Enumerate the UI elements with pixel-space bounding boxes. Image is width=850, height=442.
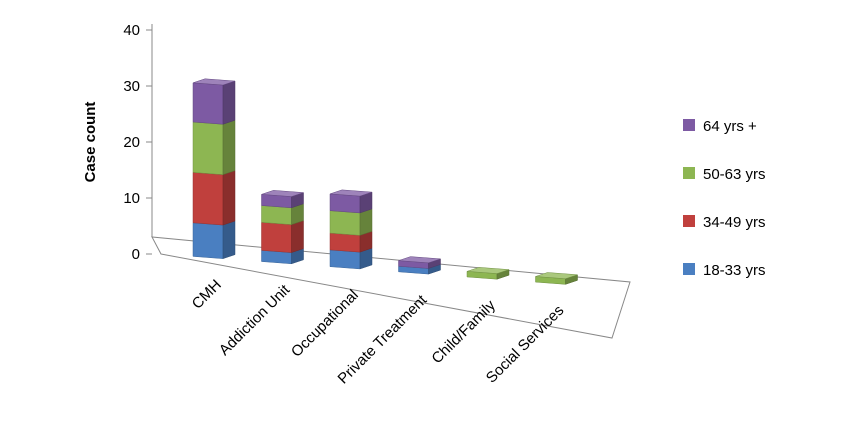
y-tick-labels: 0 10 20 30 40	[123, 22, 152, 263]
bar-front-face	[329, 232, 361, 253]
category-label: Addiction Unit	[216, 281, 294, 359]
y-tick-label: 10	[123, 190, 140, 207]
bar-side-face	[222, 220, 236, 259]
bar-top-face	[398, 256, 441, 264]
bar-top-face	[466, 267, 510, 274]
bar-segment	[192, 78, 236, 125]
legend-label: 64 yrs +	[703, 118, 757, 135]
category-label: Child/Family	[428, 297, 499, 368]
chart-legend: 64 yrs + 50-63 yrs 34-49 yrs 18-33 yrs	[683, 118, 766, 279]
y-tick-label: 40	[123, 22, 140, 39]
bar-segment	[261, 190, 304, 209]
legend-swatch	[683, 215, 695, 227]
bar-segment	[192, 218, 236, 259]
bar-side-face	[291, 220, 304, 253]
y-axis-label: Case count	[82, 102, 99, 183]
chart-axes	[151, 24, 631, 339]
bar-front-face	[261, 222, 292, 253]
legend-label: 18-33 yrs	[703, 262, 766, 279]
bar-segment	[535, 272, 578, 285]
bar-segment	[192, 168, 236, 226]
bar-front-face	[192, 172, 224, 226]
bar-front-face	[261, 205, 292, 225]
bar-front-face	[192, 82, 224, 125]
bar-segment	[398, 256, 441, 269]
chart-bars	[192, 78, 578, 285]
category-label: CMH	[189, 276, 225, 312]
category-label: Occupational	[288, 287, 362, 361]
bar-front-face	[192, 222, 224, 259]
bar-top-face	[261, 190, 304, 197]
bar-side-face	[222, 119, 236, 175]
bar-front-face	[329, 193, 361, 214]
legend-item: 64 yrs +	[683, 118, 757, 135]
legend-item: 18-33 yrs	[683, 262, 766, 279]
bar-segment	[466, 267, 510, 280]
legend-label: 50-63 yrs	[703, 166, 766, 183]
bar-top-face	[329, 189, 373, 197]
legend-swatch	[683, 167, 695, 179]
bar-side-face	[222, 80, 236, 125]
legend-swatch	[683, 119, 695, 131]
bar-front-face	[192, 121, 224, 175]
y-tick-label: 30	[123, 78, 140, 95]
legend-item: 34-49 yrs	[683, 214, 766, 231]
legend-label: 34-49 yrs	[703, 214, 766, 231]
bar-segment	[329, 189, 373, 214]
bar-side-face	[222, 170, 236, 226]
bar-front-face	[329, 210, 361, 236]
bar-segment	[192, 117, 236, 175]
bar-front-face	[329, 249, 361, 270]
floor-plane	[151, 236, 631, 339]
legend-swatch	[683, 263, 695, 275]
y-tick-label: 20	[123, 134, 140, 151]
y-tick-label: 0	[132, 246, 140, 263]
legend-item: 50-63 yrs	[683, 166, 766, 183]
bar-top-face	[535, 272, 578, 279]
category-label: Social Services	[483, 302, 568, 387]
bar-side-face	[359, 208, 373, 236]
bar-top-face	[192, 78, 236, 86]
